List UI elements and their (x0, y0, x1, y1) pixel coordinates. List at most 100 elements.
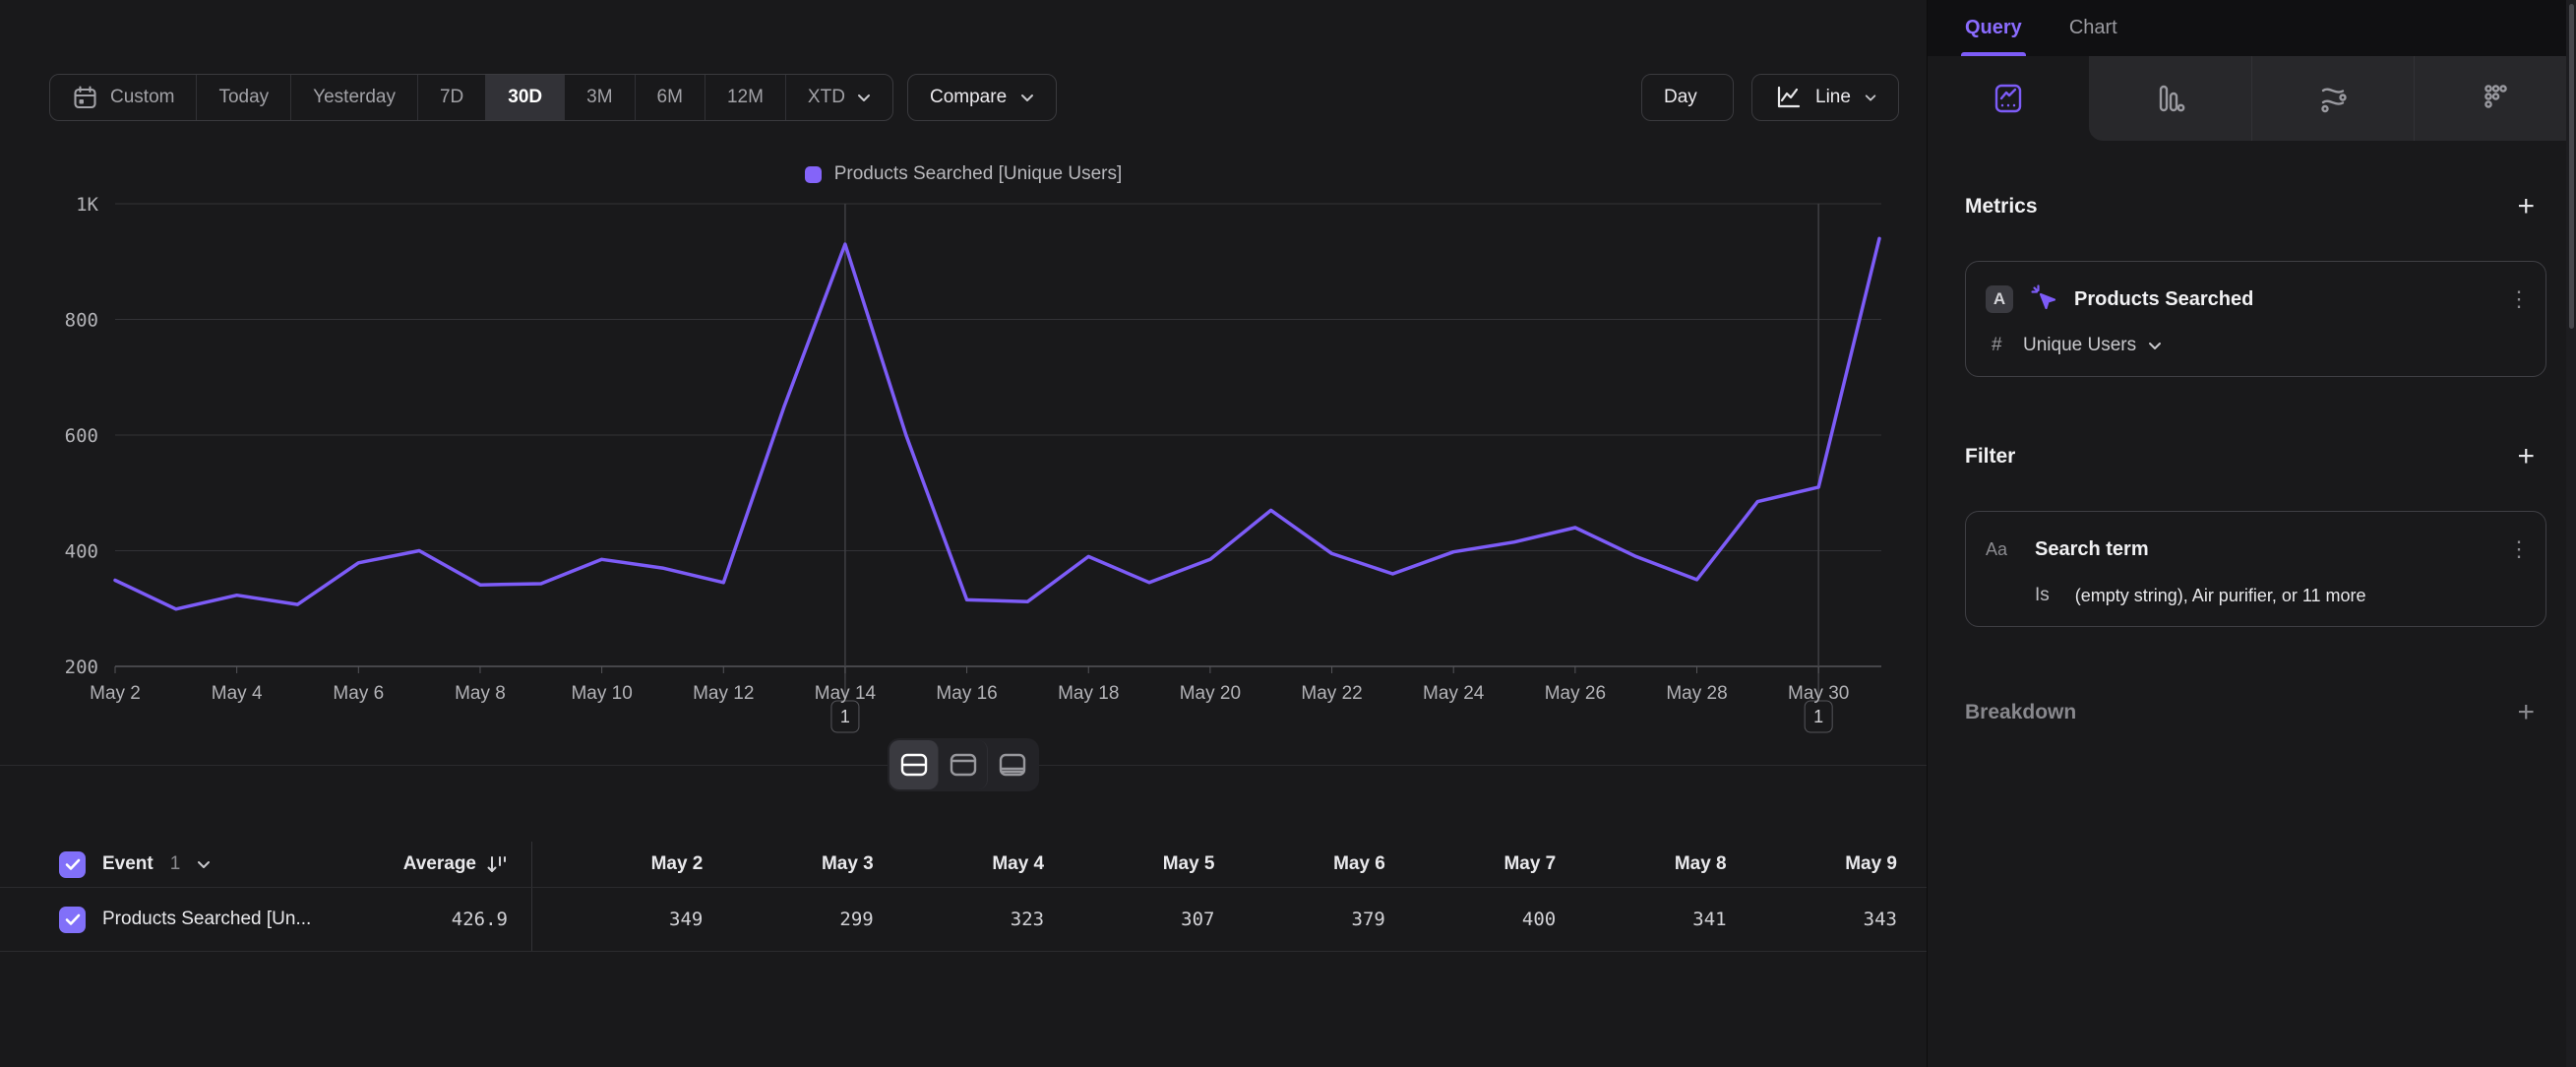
range-xtd[interactable]: XTD (786, 75, 892, 120)
aggregation-selector[interactable]: Unique Users (2023, 335, 2136, 356)
metrics-heading: Metrics (1965, 195, 2038, 219)
compare-label: Compare (930, 87, 1007, 108)
split-view-icon (899, 752, 929, 778)
range-7d[interactable]: 7D (418, 75, 486, 120)
chevron-down-icon[interactable] (197, 860, 211, 869)
range-3m[interactable]: 3M (565, 75, 635, 120)
bottom-panel-view-button[interactable] (988, 740, 1037, 789)
report-tab-funnels[interactable] (2089, 56, 2250, 141)
date-column-header[interactable]: May 5 (1044, 853, 1214, 875)
date-column-header[interactable]: May 8 (1556, 853, 1726, 875)
table-header-row: Event 1 Average May 2May 3May 4May 5May … (0, 842, 1927, 887)
chevron-down-icon (1865, 94, 1876, 102)
date-column-header[interactable]: May 2 (532, 853, 703, 875)
panel-scrollbar-track[interactable] (2566, 0, 2576, 1067)
filter-operator[interactable]: Is (2035, 585, 2050, 606)
date-column-header[interactable]: May 6 (1215, 853, 1385, 875)
range-custom[interactable]: Custom (50, 75, 197, 120)
event-spark-cursor-icon (2029, 282, 2058, 317)
top-panel-view-button[interactable] (939, 740, 988, 789)
range-6m[interactable]: 6M (636, 75, 705, 120)
date-cell-value: 307 (1044, 909, 1214, 930)
bottom-panel-icon (998, 752, 1027, 778)
add-metric-button[interactable]: + (2517, 192, 2546, 221)
row-average-value: 426.9 (452, 909, 508, 930)
svg-text:May 20: May 20 (1180, 683, 1241, 704)
row-checkbox[interactable] (59, 907, 86, 933)
event-header: Event (102, 853, 153, 875)
flows-icon (2316, 82, 2350, 115)
panel-body: Metrics + A Products Searched ⋮ # (1928, 192, 2576, 727)
table-row: Products Searched [Un... 426.9 349299323… (0, 887, 1927, 952)
metrics-section-header: Metrics + (1965, 192, 2546, 221)
query-panel: Query Chart (1927, 0, 2576, 1067)
tab-query[interactable]: Query (1965, 0, 2022, 56)
date-column-header[interactable]: May 3 (703, 853, 873, 875)
panel-scrollbar-thumb[interactable] (2569, 4, 2574, 329)
svg-text:1: 1 (1813, 707, 1823, 726)
date-cell-value: 400 (1385, 909, 1556, 930)
event-count: 1 (170, 853, 181, 875)
svg-text:400: 400 (65, 541, 98, 563)
svg-text:1K: 1K (76, 194, 98, 216)
date-cell-value: 341 (1556, 909, 1726, 930)
metric-card[interactable]: A Products Searched ⋮ # Unique Users (1965, 261, 2546, 377)
data-table: Event 1 Average May 2May 3May 4May 5May … (0, 842, 1927, 952)
svg-text:May 12: May 12 (693, 683, 754, 704)
date-cell-value: 349 (532, 909, 703, 930)
filter-value[interactable]: (empty string), Air purifier, or 11 more (2075, 586, 2366, 606)
compare-button[interactable]: Compare (907, 74, 1057, 121)
tab-chart[interactable]: Chart (2069, 0, 2117, 56)
top-panel-icon (949, 752, 978, 778)
active-tab-underline (1961, 52, 2026, 56)
add-breakdown-button[interactable]: + (2517, 698, 2546, 727)
chevron-down-icon (857, 94, 871, 102)
svg-text:May 24: May 24 (1423, 683, 1485, 704)
svg-text:May 26: May 26 (1545, 683, 1606, 704)
report-tab-flows[interactable] (2251, 56, 2414, 141)
date-cell-value: 323 (874, 909, 1044, 930)
filter-heading: Filter (1965, 445, 2015, 469)
select-all-checkbox[interactable] (59, 851, 86, 878)
line-chart[interactable]: 1K80060040020011May 2May 4May 6May 8May … (0, 138, 1927, 748)
svg-text:May 22: May 22 (1301, 683, 1362, 704)
report-tab-retention[interactable] (2414, 56, 2576, 141)
granularity-button[interactable]: Day (1641, 74, 1734, 121)
date-cell-value: 379 (1215, 909, 1385, 930)
range-yesterday[interactable]: Yesterday (291, 75, 418, 120)
tab-query-label: Query (1965, 17, 2022, 39)
average-header-cell[interactable]: Average (335, 853, 531, 875)
sort-icon (486, 853, 508, 875)
svg-text:May 2: May 2 (90, 683, 141, 704)
chevron-down-icon (1020, 94, 1034, 102)
add-filter-button[interactable]: + (2517, 442, 2546, 471)
range-30d[interactable]: 30D (486, 75, 565, 120)
split-view-button[interactable] (889, 740, 939, 789)
date-column-header[interactable]: May 4 (874, 853, 1044, 875)
funnels-icon (2153, 82, 2186, 115)
line-chart-icon (1774, 85, 1802, 110)
filter-card[interactable]: Aa Search term ⋮ Is (empty string), Air … (1965, 511, 2546, 627)
svg-text:May 6: May 6 (333, 683, 384, 704)
date-column-header[interactable]: May 7 (1385, 853, 1556, 875)
svg-text:May 8: May 8 (455, 683, 506, 704)
svg-text:1: 1 (840, 707, 850, 726)
filter-section-header: Filter + (1965, 442, 2546, 471)
chart-type-label: Line (1815, 87, 1851, 108)
chevron-down-icon[interactable] (2148, 342, 2162, 350)
insights-icon (1992, 82, 2025, 115)
main-content: CustomTodayYesterday7D30D3M6M12MXTD Comp… (0, 0, 1927, 1067)
range-12m[interactable]: 12M (705, 75, 786, 120)
range-today[interactable]: Today (197, 75, 291, 120)
date-cell-value: 299 (703, 909, 873, 930)
svg-text:May 16: May 16 (936, 683, 997, 704)
check-icon (65, 913, 81, 926)
chart-type-button[interactable]: Line (1751, 74, 1899, 121)
string-property-icon: Aa (1986, 539, 2019, 560)
svg-text:May 30: May 30 (1788, 683, 1849, 704)
report-tab-insights[interactable] (1928, 56, 2089, 141)
metric-options-menu-icon[interactable]: ⋮ (2508, 293, 2528, 305)
row-event-label: Products Searched [Un... (102, 909, 311, 930)
filter-options-menu-icon[interactable]: ⋮ (2508, 543, 2528, 555)
date-column-header[interactable]: May 9 (1727, 853, 1897, 875)
